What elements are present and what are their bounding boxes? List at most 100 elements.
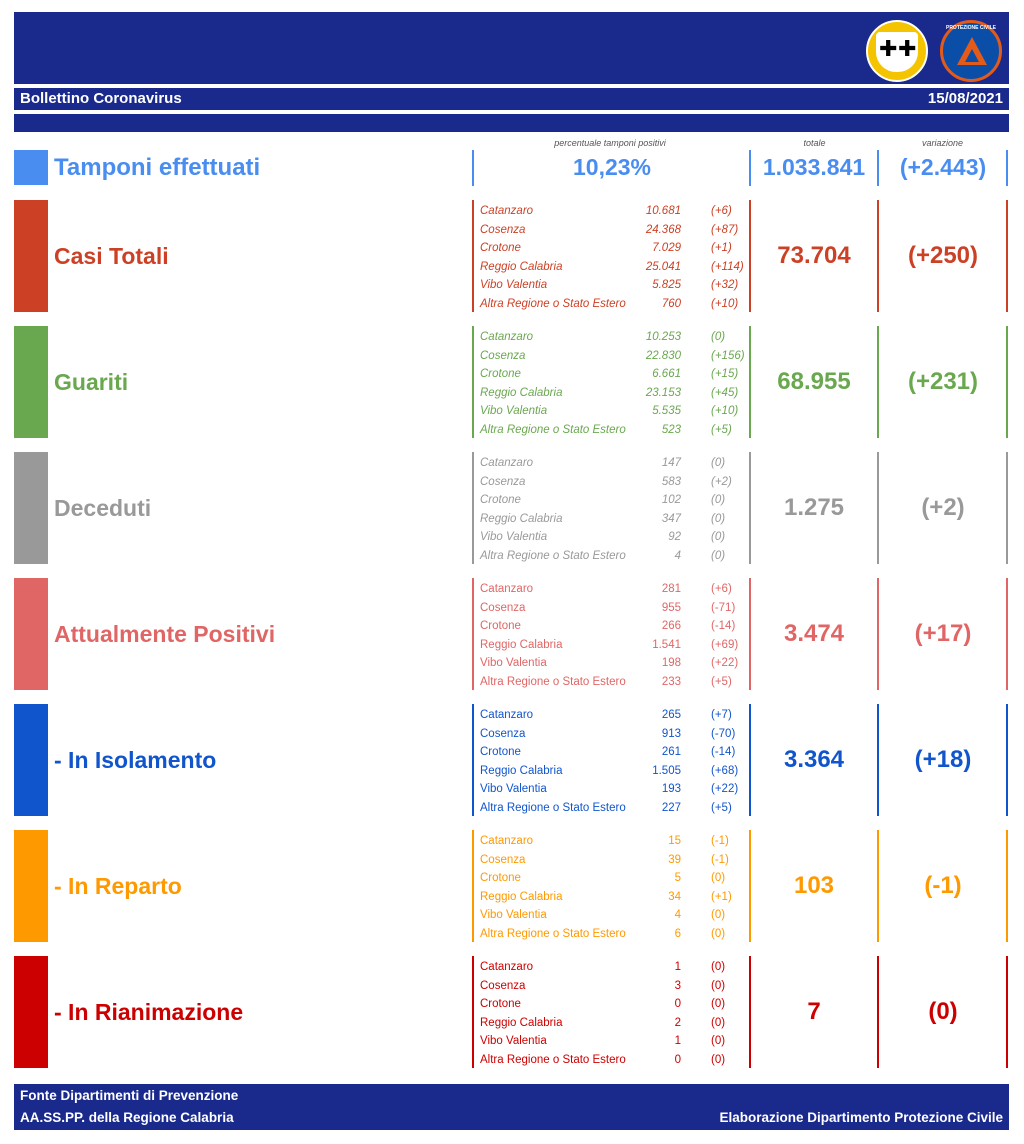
province-delta: (-14) xyxy=(711,746,736,758)
province-value: 23.153 xyxy=(645,386,681,399)
province-name: Catanzaro xyxy=(480,835,534,847)
divider xyxy=(472,830,474,942)
divider xyxy=(749,704,751,816)
province-value: 92 xyxy=(668,531,681,543)
province-value: 7.029 xyxy=(652,242,681,254)
province-value: 5.535 xyxy=(652,405,681,417)
section-variation: (+18) xyxy=(914,746,972,773)
province-name: Crotone xyxy=(480,746,521,758)
province-value: 2 xyxy=(674,1016,681,1029)
divider xyxy=(877,326,879,438)
province-name: Reggio Calabria xyxy=(480,890,563,903)
divider xyxy=(472,452,474,564)
province-delta: (+1) xyxy=(711,242,732,254)
province-delta: (+10) xyxy=(711,297,739,310)
province-delta: (-71) xyxy=(711,601,736,614)
province-value: 1 xyxy=(674,961,681,973)
province-delta: (+156) xyxy=(711,349,745,362)
province-name: Vibo Valentia xyxy=(480,1035,547,1047)
province-name: Cosenza xyxy=(480,223,526,236)
province-row: Catanzaro 15 (-1) xyxy=(480,832,745,851)
province-row: Cosenza 913 (-70) xyxy=(480,725,745,744)
section: - In Isolamento Catanzaro 265 (+7) Cosenza 91… xyxy=(0,704,1024,816)
divider xyxy=(472,150,474,186)
section: Casi Totali Catanzaro 10.681 (+6) Cosenza 24.… xyxy=(0,200,1024,312)
divider xyxy=(472,578,474,690)
divider xyxy=(1006,326,1008,438)
region-coat-of-arms-logo: ✚ ✚ xyxy=(866,20,928,82)
province-delta: (0) xyxy=(711,909,726,921)
province-list: Catanzaro 1 (0) Cosenza 3 (0) Crotone 0 (0) Reggi… xyxy=(480,958,745,1069)
province-row: Crotone 261 (-14) xyxy=(480,743,745,762)
province-list: Catanzaro 281 (+6) Cosenza 955 (-71) Crotone 26… xyxy=(480,580,745,691)
province-delta: (+7) xyxy=(711,709,732,721)
province-delta: (+32) xyxy=(711,279,739,291)
province-value: 760 xyxy=(661,297,681,310)
province-name: Reggio Calabria xyxy=(480,512,563,525)
province-name: Crotone xyxy=(480,872,521,884)
province-delta: (0) xyxy=(711,961,726,973)
divider xyxy=(1006,578,1008,690)
province-value: 102 xyxy=(661,494,681,506)
province-value: 0 xyxy=(674,998,681,1010)
province-delta: (+1) xyxy=(711,890,732,903)
province-name: Altra Regione o Stato Estero xyxy=(480,927,626,940)
province-row: Catanzaro 147 (0) xyxy=(480,454,745,473)
divider xyxy=(1006,830,1008,942)
province-delta: (+10) xyxy=(711,405,739,417)
province-name: Catanzaro xyxy=(480,583,534,595)
section-color-bar xyxy=(14,200,48,312)
province-value: 24.368 xyxy=(645,223,681,236)
footer-source-line2: AA.SS.PP. della Regione Calabria xyxy=(20,1110,234,1125)
province-name: Catanzaro xyxy=(480,205,534,217)
province-value: 523 xyxy=(661,423,681,436)
divider xyxy=(877,704,879,816)
divider xyxy=(1006,150,1008,186)
province-row: Catanzaro 10.681 (+6) xyxy=(480,202,745,221)
province-row: Catanzaro 1 (0) xyxy=(480,958,745,977)
province-delta: (+22) xyxy=(711,783,739,795)
province-value: 1.541 xyxy=(652,638,681,651)
footer-credit: Elaborazione Dipartimento Protezione Civ… xyxy=(719,1110,1003,1125)
province-row: Vibo Valentia 198 (+22) xyxy=(480,654,745,673)
section-label: Attualmente Positivi xyxy=(54,621,276,647)
province-delta: (+114) xyxy=(711,260,744,273)
title-bar: Bollettino Coronavirus 15/08/2021 xyxy=(14,88,1009,110)
province-list: Catanzaro 10.681 (+6) Cosenza 24.368 (+87) Cro… xyxy=(480,202,745,313)
tamponi-total: 1.033.841 xyxy=(762,154,866,180)
province-list: Catanzaro 10.253 (0) Cosenza 22.830 (+156) Cro… xyxy=(480,328,745,439)
section-label: Deceduti xyxy=(54,495,152,521)
section-label: Casi Totali xyxy=(54,243,169,269)
province-value: 25.041 xyxy=(645,260,681,273)
section-color-bar xyxy=(14,830,48,942)
province-name: Catanzaro xyxy=(480,709,534,721)
province-name: Altra Regione o Stato Estero xyxy=(480,549,626,562)
section-variation: (0) xyxy=(928,998,958,1025)
top-banner xyxy=(14,12,1009,84)
province-value: 6.661 xyxy=(652,368,681,380)
section: Deceduti Catanzaro 147 (0) Cosenza 583 (+2) Cro… xyxy=(0,452,1024,564)
province-name: Altra Regione o Stato Estero xyxy=(480,297,626,310)
province-row: Crotone 7.029 (+1) xyxy=(480,239,745,258)
divider xyxy=(1006,200,1008,312)
province-row: Vibo Valentia 1 (0) xyxy=(480,1032,745,1051)
divider xyxy=(877,452,879,564)
province-row: Crotone 0 (0) xyxy=(480,995,745,1014)
province-value: 227 xyxy=(661,801,681,814)
province-row: Crotone 6.661 (+15) xyxy=(480,365,745,384)
province-name: Cosenza xyxy=(480,853,526,866)
section-label: - In Rianimazione xyxy=(54,999,244,1025)
province-delta: (0) xyxy=(711,457,726,469)
province-name: Cosenza xyxy=(480,979,526,992)
province-name: Catanzaro xyxy=(480,961,534,973)
province-delta: (+69) xyxy=(711,638,739,651)
province-row: Altra Regione o Stato Estero 6 (0) xyxy=(480,925,745,944)
province-delta: (0) xyxy=(711,1035,726,1047)
divider xyxy=(472,704,474,816)
section: Attualmente Positivi Catanzaro 281 (+6) Cose… xyxy=(0,578,1024,690)
province-delta: (0) xyxy=(711,331,726,343)
province-name: Vibo Valentia xyxy=(480,279,548,291)
province-value: 347 xyxy=(661,512,681,525)
province-row: Cosenza 583 (+2) xyxy=(480,473,745,492)
section-total: 73.704 xyxy=(777,242,851,269)
